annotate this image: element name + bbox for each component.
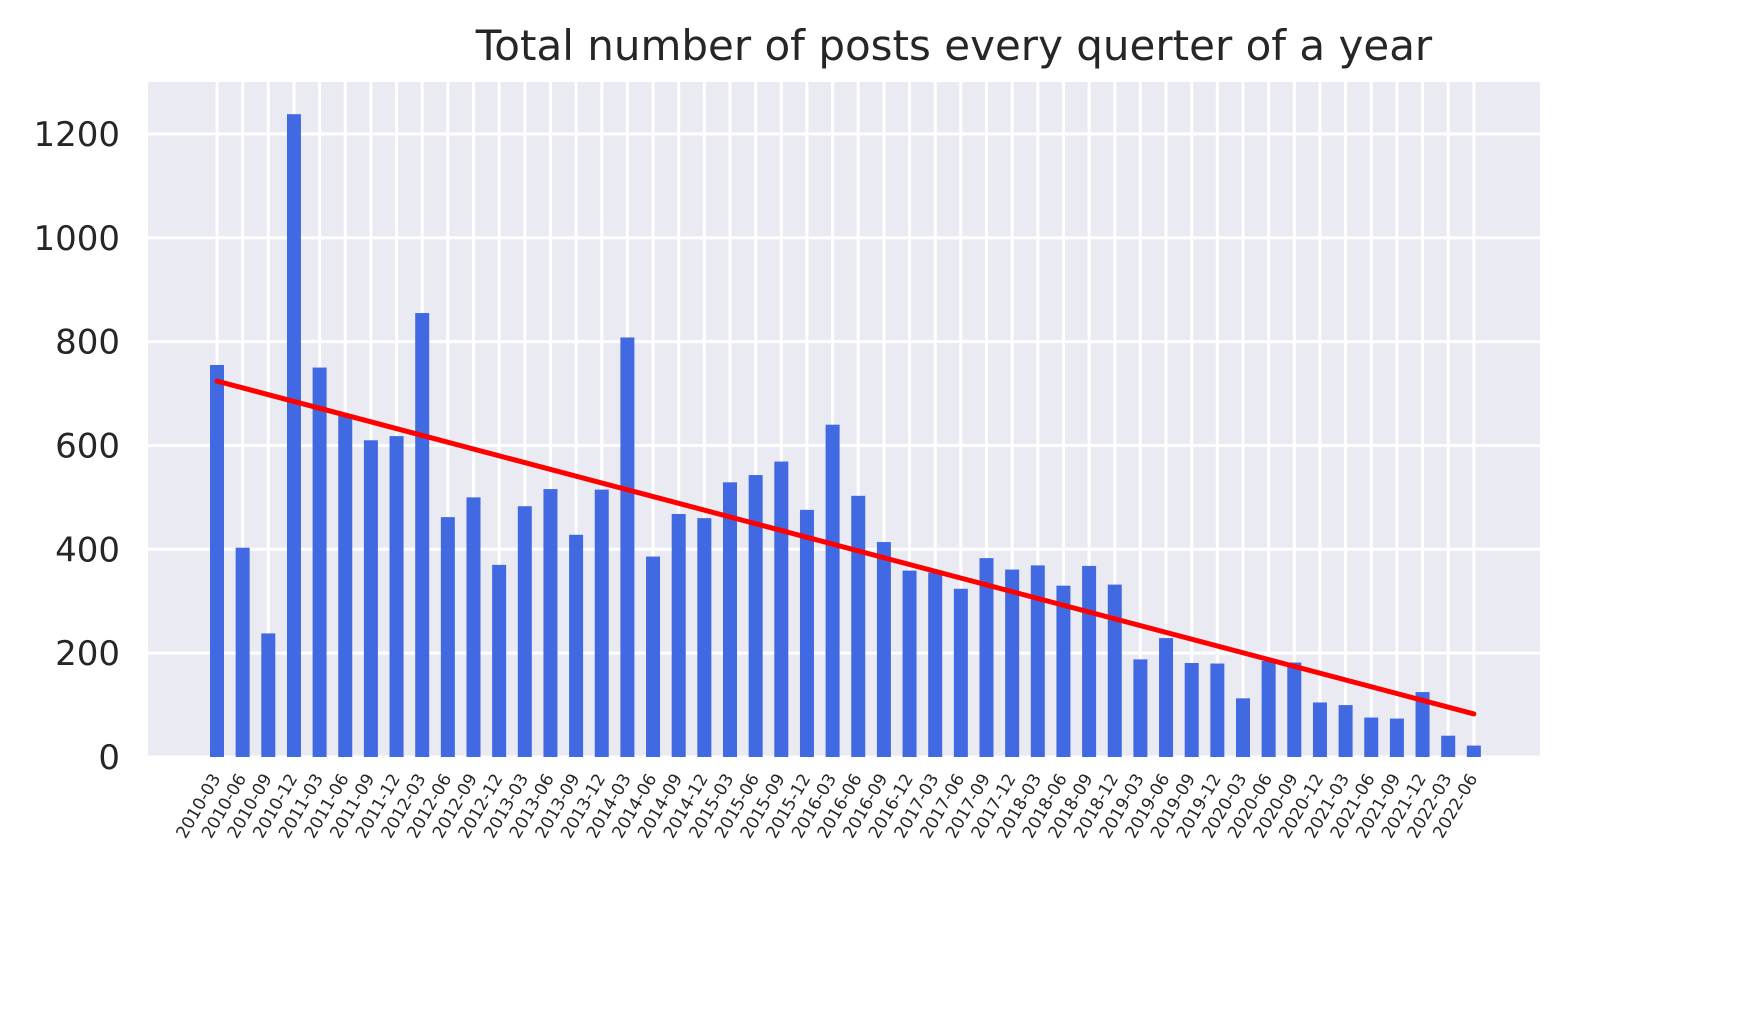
bar (697, 518, 712, 757)
bar (1287, 662, 1302, 757)
bar (1441, 735, 1456, 757)
bar (1107, 584, 1122, 757)
bar (286, 114, 301, 757)
bar (389, 436, 404, 757)
bar (312, 367, 327, 757)
trend-line-group (214, 378, 1477, 717)
bar (1415, 692, 1430, 757)
bar (1236, 698, 1250, 757)
bar (928, 572, 943, 757)
bar (902, 570, 917, 757)
plot-area (148, 82, 1540, 757)
y-tick-label: 0 (98, 738, 120, 778)
y-tick-label: 600 (55, 426, 120, 466)
bar (851, 495, 866, 757)
bar (671, 514, 686, 757)
bar (1056, 585, 1071, 757)
bar (774, 461, 789, 757)
bar (338, 414, 353, 757)
bar (210, 364, 224, 757)
bar (492, 564, 507, 757)
bar (1005, 569, 1020, 757)
trend-line (214, 378, 1477, 717)
y-tick-label: 200 (55, 634, 120, 674)
bar (1082, 565, 1097, 757)
bar (543, 489, 558, 757)
y-tick-label: 400 (55, 530, 120, 570)
bar (415, 313, 430, 757)
bar (646, 556, 661, 757)
bar (1184, 663, 1199, 757)
bar (1389, 718, 1404, 757)
y-axis: 0 200 400 600 800 1000 1200 (33, 115, 120, 778)
bar (440, 517, 455, 757)
bar (620, 337, 635, 757)
bar (979, 558, 994, 757)
bars (210, 114, 1481, 757)
bar (1261, 660, 1276, 757)
bar (876, 542, 891, 757)
bar (235, 547, 250, 757)
x-axis: 2010-032010-062010-092010-122011-032011-… (172, 771, 1482, 843)
bar (517, 506, 532, 757)
bar (466, 497, 481, 757)
bar (1338, 705, 1353, 757)
y-tick-label: 1000 (33, 219, 120, 259)
bar (261, 633, 276, 757)
bar (723, 482, 737, 757)
bar (1210, 663, 1225, 757)
bar (363, 440, 378, 757)
y-tick-label: 1200 (33, 115, 120, 155)
bar (825, 424, 840, 757)
bar (1466, 745, 1481, 757)
bar (569, 534, 584, 757)
y-tick-label: 800 (55, 323, 120, 363)
bar (594, 489, 609, 757)
bar (953, 588, 968, 757)
bar (1312, 702, 1327, 757)
bar (748, 475, 763, 757)
bar (1159, 638, 1174, 757)
bar (1133, 659, 1148, 757)
bar (1030, 565, 1045, 757)
chart-title: Total number of posts every querter of a… (475, 21, 1433, 70)
bar (799, 509, 814, 757)
bar (1364, 717, 1379, 757)
